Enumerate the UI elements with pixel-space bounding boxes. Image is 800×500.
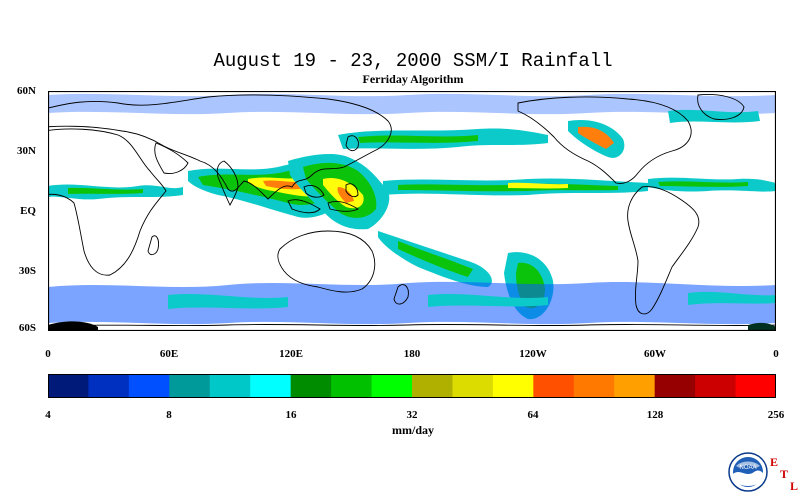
colorbar-tick-16: 16 [285,409,297,421]
lon-label-0-left: 0 [45,348,51,360]
colorbar-tick-256: 256 [767,409,785,421]
map-title: August 19 - 23, 2000 SSM/I Rainfall [213,50,613,72]
colorbar-swatch [412,374,453,398]
colorbar-tick-8: 8 [166,409,172,421]
colorbar-swatch [209,374,251,398]
colorbar-swatch [88,374,130,398]
colorbar-swatch [533,374,575,398]
colorbar-tick-64: 64 [527,409,539,421]
lon-label-60e: 60E [159,348,179,360]
etl-letter-l: L [790,479,799,493]
colorbar-swatch [371,374,413,398]
rainfall-field [48,93,776,325]
rainfall-map [43,90,781,332]
colorbar-swatch [169,374,211,398]
colorbar-unit-label: mm/day [392,423,434,437]
colorbar-swatch [290,374,332,398]
colorbar-swatch [573,374,615,398]
colorbar-swatch [735,374,776,398]
lon-label-120e: 120E [279,348,303,360]
colorbar-swatch [48,374,89,398]
lat-label-eq: EQ [20,205,36,217]
noaa-logo-text: NOAA [739,465,756,471]
lat-label-30n: 30N [17,145,36,157]
colorbar-swatch [452,374,494,398]
lon-label-0-right: 0 [773,348,779,360]
colorbar-tick-128: 128 [646,409,664,421]
map-subtitle: Ferriday Algorithm [362,72,464,86]
lat-label-60n: 60N [17,85,36,97]
colorbar-tick-32: 32 [406,409,418,421]
colorbar-swatch [250,374,292,398]
lon-label-180: 180 [403,348,421,360]
continent-outlines [43,94,781,328]
etl-letter-e: E [770,455,779,469]
colorbar-swatch [695,374,737,398]
lat-label-60s: 60S [18,322,36,334]
lon-label-120w: 120W [519,348,547,360]
colorbar-swatch [614,374,656,398]
colorbar-frame [48,374,776,398]
colorbar-swatch [128,374,170,398]
lon-label-60w: 60W [644,348,666,360]
colorbar-swatch [331,374,373,398]
colorbar-swatch [654,374,696,398]
colorbar-tick-4: 4 [45,409,51,421]
etl-letter-t: T [780,467,789,481]
lat-label-30s: 30S [18,265,36,277]
colorbar [48,374,776,398]
noaa-logo: NOAA [728,452,768,492]
colorbar-swatch [492,374,534,398]
